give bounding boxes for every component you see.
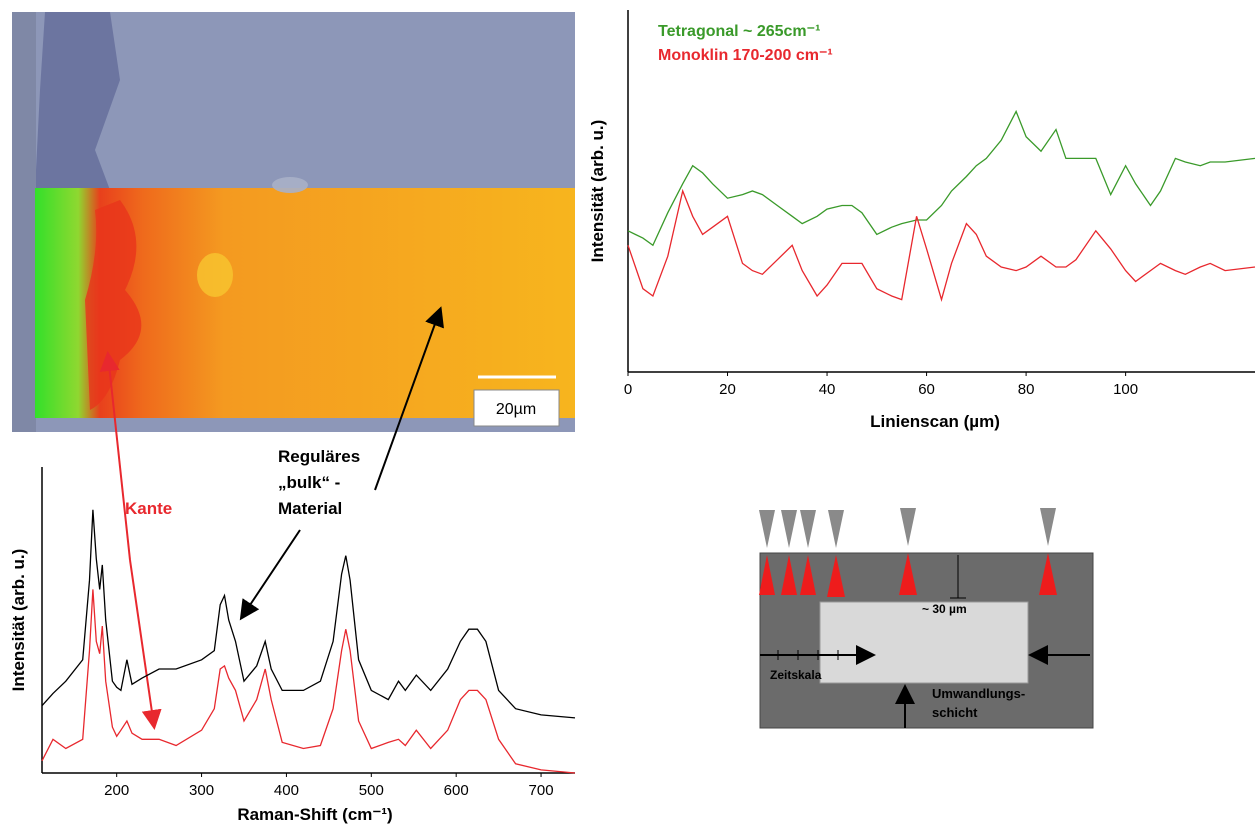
- y-axis-title: Intensität (arb. u.): [588, 120, 607, 263]
- bulk-label: „bulk“ -: [278, 473, 340, 492]
- y-axis-title: Intensität (arb. u.): [9, 549, 28, 692]
- x-tick-label: 200: [104, 782, 129, 799]
- time-scale-label: Zeitskala: [770, 668, 822, 682]
- x-tick-label: 500: [359, 782, 384, 799]
- x-axis-title: Linienscan (µm): [870, 412, 1000, 431]
- x-tick-label: 700: [529, 782, 554, 799]
- series-line: [628, 191, 1255, 300]
- x-tick-label: 40: [819, 381, 836, 398]
- series-line: [42, 589, 575, 773]
- bulk-label: Material: [278, 499, 342, 518]
- diagram: ~ 30 µm Zeitskala Umwandlungs- schicht: [759, 508, 1093, 728]
- layer-label: Umwandlungs-: [932, 686, 1025, 701]
- micrograph: 20µm: [12, 12, 575, 432]
- x-tick-label: 400: [274, 782, 299, 799]
- layer-label: schicht: [932, 705, 978, 720]
- edge-label: Kante: [125, 499, 172, 518]
- depth-label: ~ 30 µm: [922, 602, 967, 616]
- x-tick-label: 600: [444, 782, 469, 799]
- scale-bar-label: 20µm: [496, 401, 536, 418]
- legend-label: Monoklin 170-200 cm⁻¹: [658, 47, 833, 64]
- legend-label: Tetragonal ~ 265cm⁻¹: [658, 23, 820, 40]
- figure: 20µm Kante Reguläres „bulk“ - Material ~…: [0, 0, 1260, 825]
- x-tick-label: 300: [189, 782, 214, 799]
- x-tick-label: 20: [719, 381, 736, 398]
- x-tick-label: 100: [1113, 381, 1138, 398]
- x-tick-label: 0: [624, 381, 632, 398]
- bulk-label: Reguläres: [278, 447, 360, 466]
- series-line: [42, 510, 575, 718]
- x-tick-label: 80: [1018, 381, 1035, 398]
- x-axis-title: Raman-Shift (cm⁻¹): [237, 805, 392, 824]
- series-line: [628, 111, 1255, 245]
- x-tick-label: 60: [918, 381, 935, 398]
